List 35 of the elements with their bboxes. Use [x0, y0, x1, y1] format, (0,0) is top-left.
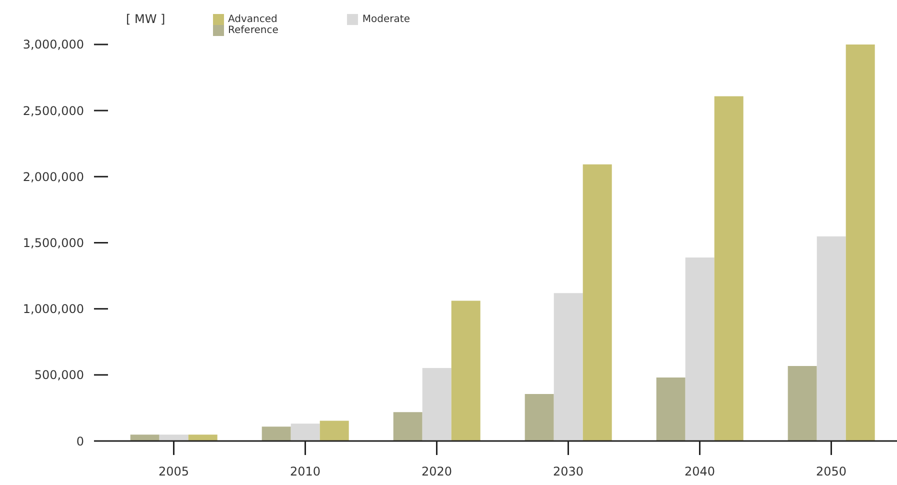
- bar: [582, 164, 612, 441]
- bar: [422, 368, 452, 441]
- legend-label: Moderate: [362, 14, 410, 26]
- bar: [554, 293, 583, 441]
- y-tick-label: 3,000,000: [22, 38, 84, 52]
- x-tick-label: 2020: [421, 464, 452, 479]
- y-tick-label: 0: [76, 434, 84, 448]
- bar: [393, 412, 422, 441]
- x-tick-label: 2010: [290, 464, 321, 479]
- x-tick-label: 2050: [816, 464, 847, 479]
- y-tick-label: 1,500,000: [22, 236, 84, 250]
- bar: [788, 366, 817, 441]
- bar: [159, 434, 188, 441]
- x-tick-label: 2030: [552, 464, 584, 479]
- bar: [816, 236, 846, 441]
- bar: [130, 434, 160, 441]
- bar: [656, 378, 686, 441]
- bar: [685, 258, 714, 441]
- bar: [524, 394, 554, 441]
- bar: [262, 426, 291, 441]
- y-tick-label: 500,000: [34, 368, 84, 382]
- y-tick-label: 1,000,000: [22, 302, 84, 316]
- x-tick-label: 2005: [158, 464, 190, 479]
- bar: [451, 300, 480, 441]
- legend-label: Reference: [228, 25, 278, 36]
- y-tick-label: 2,500,000: [22, 104, 84, 118]
- bar: [320, 420, 349, 441]
- y-axis-title: [ MW ]: [126, 12, 166, 26]
- bar: [290, 424, 320, 441]
- x-tick-label: 2040: [684, 464, 716, 479]
- bar: [714, 96, 744, 441]
- legend-label: Advanced: [228, 14, 278, 26]
- bar: [846, 44, 875, 441]
- y-tick-label: 2,000,000: [22, 170, 84, 184]
- bar: [188, 434, 218, 441]
